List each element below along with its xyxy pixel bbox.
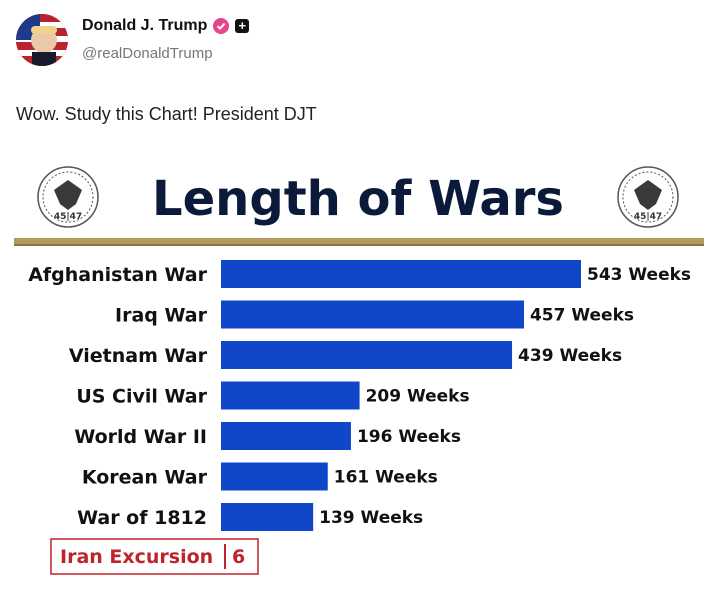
iran-excursion-label: Iran Excursion	[60, 546, 213, 568]
bar	[221, 422, 351, 450]
iran-excursion-divider	[224, 544, 226, 569]
category-label: US Civil War	[76, 386, 207, 408]
avatar[interactable]	[16, 14, 68, 66]
post-text: Wow. Study this Chart! President DJT	[16, 104, 317, 124]
value-label: 439 Weeks	[518, 346, 622, 366]
title-rule-shadow	[14, 244, 704, 246]
post-header: Donald J. Trump + @realDonaldTrump	[16, 14, 704, 70]
bars-group: Afghanistan War 543 Weeks Iraq War 457 Week…	[28, 260, 691, 531]
verified-badge-icon	[213, 18, 230, 34]
name-row: Donald J. Trump +	[82, 17, 250, 35]
display-name[interactable]: Donald J. Trump	[82, 17, 208, 34]
seal-right-icon: 45|47	[617, 166, 679, 228]
bar-chart: 45|47 45|47 Length of Wars Afghanistan W…	[14, 166, 704, 575]
bar	[221, 260, 581, 288]
value-label: 139 Weeks	[319, 508, 423, 528]
chart: 45|47 45|47 Length of Wars Afghanistan W…	[14, 160, 704, 580]
category-label: Iraq War	[115, 305, 208, 327]
handle[interactable]: @realDonaldTrump	[82, 45, 213, 62]
value-label: 196 Weeks	[357, 427, 461, 447]
follow-plus-icon[interactable]: +	[235, 19, 250, 33]
iran-excursion-box	[50, 538, 259, 575]
category-label: World War II	[74, 426, 207, 448]
bar	[221, 300, 524, 329]
seal-left-text: 45|47	[54, 212, 82, 222]
seal-left-icon: 45|47	[37, 166, 99, 228]
bar	[221, 381, 360, 410]
chart-title: Length of Wars	[152, 171, 564, 227]
seal-right-text: 45|47	[634, 212, 662, 222]
bar	[221, 503, 314, 531]
bar	[221, 341, 513, 369]
category-label: Vietnam War	[69, 345, 208, 367]
iran-excursion-callout: Iran Excursion 6	[50, 538, 259, 575]
value-label: 543 Weeks	[587, 265, 691, 285]
category-label: War of 1812	[77, 507, 207, 529]
bar	[221, 462, 328, 491]
value-label: 161 Weeks	[334, 468, 438, 488]
category-label: Afghanistan War	[28, 264, 207, 286]
value-label: 457 Weeks	[530, 306, 634, 326]
title-rule	[14, 238, 704, 245]
category-label: Korean War	[82, 467, 208, 489]
iran-excursion-value: 6	[232, 546, 245, 568]
value-label: 209 Weeks	[366, 387, 470, 407]
